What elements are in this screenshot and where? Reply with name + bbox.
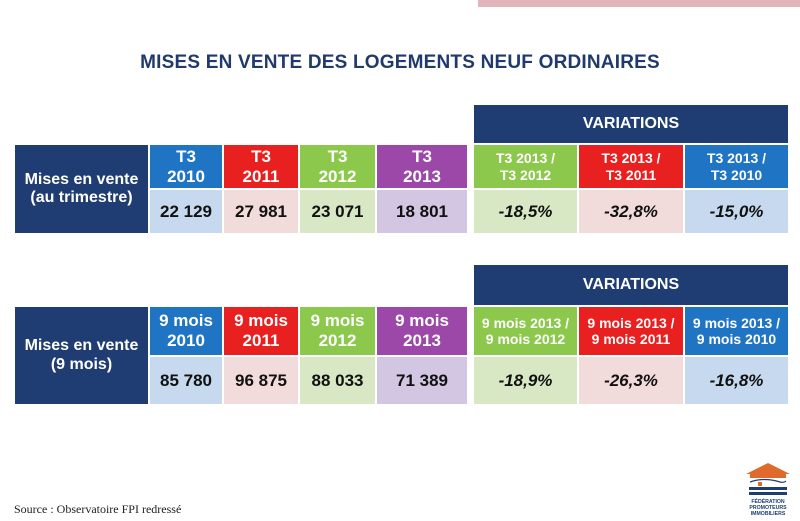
- period-header-2013: 9 mois 2013: [377, 307, 467, 355]
- value-2011: 96 875: [224, 357, 298, 404]
- value-2012: 88 033: [300, 357, 375, 404]
- variation-label-vs-2011: 9 mois 2013 / 9 mois 2011: [579, 307, 683, 355]
- variations-header: VARIATIONS: [474, 265, 788, 305]
- source-note: Source : Observatoire FPI redressé: [14, 502, 182, 516]
- row-label: Mises en vente (9 mois): [15, 307, 148, 404]
- period-header-2012: 9 mois 2012: [300, 307, 375, 355]
- variation-label-vs-2010: T3 2013 / T3 2010: [685, 145, 788, 188]
- value-2012: 23 071: [300, 190, 375, 233]
- svg-text:FÉDÉRATION: FÉDÉRATION: [751, 497, 785, 505]
- value-2013: 18 801: [377, 190, 467, 233]
- variation-value-vs-2010: -16,8%: [685, 357, 788, 404]
- value-2011: 27 981: [224, 190, 298, 233]
- variation-label-vs-2010: 9 mois 2013 / 9 mois 2010: [685, 307, 788, 355]
- row-label: Mises en vente (au trimestre): [15, 145, 148, 233]
- value-2010: 22 129: [150, 190, 222, 233]
- page-title: MISES EN VENTE DES LOGEMENTS NEUF ORDINA…: [140, 52, 660, 73]
- period-header-2011: T3 2011: [224, 145, 298, 188]
- period-header-2013: T3 2013: [377, 145, 467, 188]
- top-accent-bar: [478, 0, 800, 7]
- variation-value-vs-2011: -32,8%: [579, 190, 683, 233]
- variation-value-vs-2010: -15,0%: [685, 190, 788, 233]
- value-2010: 85 780: [150, 357, 222, 404]
- period-header-2010: T3 2010: [150, 145, 222, 188]
- variations-header: VARIATIONS: [474, 105, 788, 143]
- variation-label-vs-2012: 9 mois 2013 / 9 mois 2012: [474, 307, 577, 355]
- variation-label-vs-2011: T3 2013 / T3 2011: [579, 145, 683, 188]
- variation-value-vs-2011: -26,3%: [579, 357, 683, 404]
- svg-text:PROMOTEURS: PROMOTEURS: [749, 505, 787, 511]
- period-header-2012: T3 2012: [300, 145, 375, 188]
- period-header-2011: 9 mois 2011: [224, 307, 298, 355]
- variation-value-vs-2012: -18,9%: [474, 357, 577, 404]
- variation-label-vs-2012: T3 2013 / T3 2012: [474, 145, 577, 188]
- variation-value-vs-2012: -18,5%: [474, 190, 577, 233]
- period-header-2010: 9 mois 2010: [150, 307, 222, 355]
- value-2013: 71 389: [377, 357, 467, 404]
- svg-text:IMMOBILIERS: IMMOBILIERS: [751, 511, 786, 517]
- fpi-house-logo-icon: FÉDÉRATION PROMOTEURS IMMOBILIERS: [746, 463, 790, 517]
